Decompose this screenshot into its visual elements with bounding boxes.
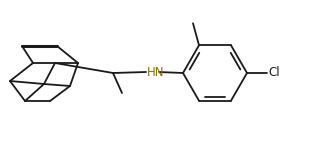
Text: HN: HN (147, 66, 165, 79)
Text: Cl: Cl (268, 66, 280, 80)
